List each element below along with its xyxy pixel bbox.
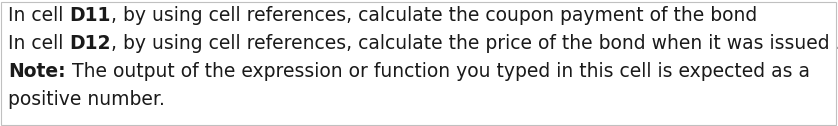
- Text: Note:: Note:: [8, 62, 65, 81]
- Text: D11: D11: [70, 6, 111, 25]
- Text: In cell: In cell: [8, 6, 70, 25]
- Text: , by using cell references, calculate the coupon payment of the bond: , by using cell references, calculate th…: [111, 6, 757, 25]
- Text: The output of the expression or function you typed in this cell is expected as a: The output of the expression or function…: [65, 62, 810, 81]
- Text: D12: D12: [70, 34, 111, 53]
- Text: In cell: In cell: [8, 34, 70, 53]
- FancyBboxPatch shape: [1, 2, 836, 125]
- Text: , by using cell references, calculate the price of the bond when it was issued .: , by using cell references, calculate th…: [111, 34, 838, 53]
- Text: positive number.: positive number.: [8, 90, 165, 109]
